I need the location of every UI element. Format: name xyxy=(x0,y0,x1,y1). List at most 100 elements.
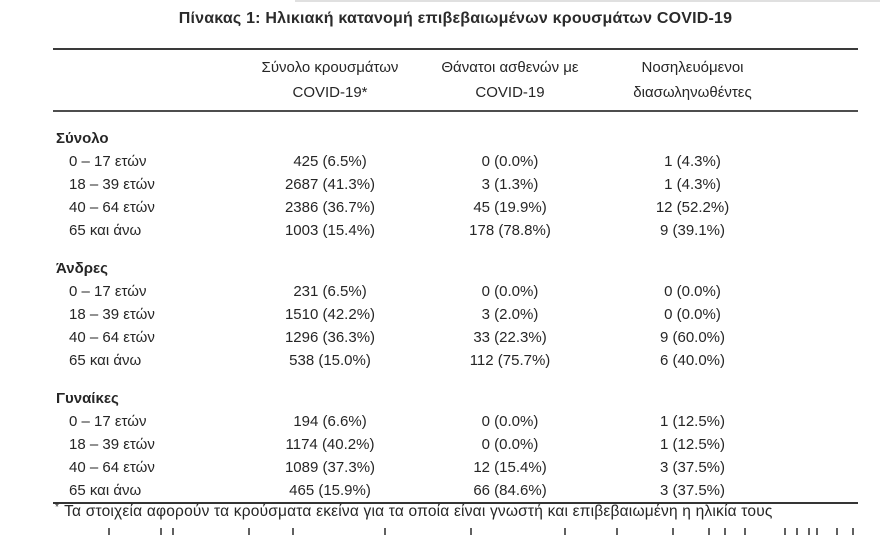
row-spacer xyxy=(790,280,858,303)
cell-total-cases: 2687 (41.3%) xyxy=(284,176,376,193)
cell-deaths: 0 (0.0%) xyxy=(481,436,539,453)
row-label: 65 και άνω xyxy=(69,352,142,369)
row-label: 40 – 64 ετών xyxy=(69,329,155,346)
cell-total-cases: 465 (15.9%) xyxy=(289,482,371,499)
page-title: Πίνακας 1: Ηλικιακή κατανομή επιβεβαιωμέ… xyxy=(178,10,733,27)
cell-deaths: 66 (84.6%) xyxy=(473,482,547,499)
cell-total-cases: 231 (6.5%) xyxy=(293,283,367,300)
cell-deaths: 0 (0.0%) xyxy=(481,283,539,300)
row-label: 0 – 17 ετών xyxy=(69,413,147,430)
cropped-text-tick xyxy=(672,528,674,535)
section-label: Άνδρες xyxy=(56,260,108,277)
table-row: 65 και άνω 465 (15.9%) 66 (84.6%) 3 (37.5%) xyxy=(53,479,858,503)
section-row: Σύνολο xyxy=(53,111,858,150)
row-label: 18 – 39 ετών xyxy=(69,176,155,193)
cell-deaths: 12 (15.4%) xyxy=(473,459,547,476)
col-header-total-cases: Σύνολο κρουσμάτων COVID-19* xyxy=(235,49,425,112)
age-distribution-table: Σύνολο κρουσμάτων COVID-19* Θάνατοι ασθε… xyxy=(53,48,858,504)
table-row: 40 – 64 ετών 2386 (36.7%) 45 (19.9%) 12 (52… xyxy=(53,196,858,219)
cell-intubated: 1 (4.3%) xyxy=(664,153,721,170)
table-header: Σύνολο κρουσμάτων COVID-19* Θάνατοι ασθε… xyxy=(53,49,858,112)
row-spacer xyxy=(790,456,858,479)
row-spacer xyxy=(790,173,858,196)
col-header-deaths: Θάνατοι ασθενών με COVID-19 xyxy=(425,49,595,112)
cell-total-cases: 1296 (36.3%) xyxy=(284,329,376,346)
cell-intubated: 1 (4.3%) xyxy=(664,176,721,193)
row-spacer xyxy=(790,303,858,326)
section-label: Σύνολο xyxy=(56,130,109,147)
cell-intubated: 0 (0.0%) xyxy=(664,306,721,323)
row-label: 40 – 64 ετών xyxy=(69,199,155,216)
row-spacer xyxy=(790,410,858,433)
cropped-text-tick xyxy=(160,528,162,535)
row-label: 65 και άνω xyxy=(69,482,142,499)
table-row: 18 – 39 ετών 2687 (41.3%) 3 (1.3%) 1 (4.3%) xyxy=(53,173,858,196)
cell-deaths: 3 (2.0%) xyxy=(481,306,539,323)
section-row: Γυναίκες xyxy=(53,372,858,410)
row-spacer xyxy=(790,219,858,242)
table-row: 65 και άνω 538 (15.0%) 112 (75.7%) 6 (40.0%… xyxy=(53,349,858,372)
footnote: * Τα στοιχεία αφορούν τα κρούσματα εκείνα… xyxy=(55,502,877,522)
row-label: 65 και άνω xyxy=(69,222,142,239)
table-row: 0 – 17 ετών 194 (6.6%) 0 (0.0%) 1 (12.5%) xyxy=(53,410,858,433)
cropped-text-tick xyxy=(724,528,726,535)
cell-intubated: 9 (39.1%) xyxy=(659,222,726,239)
section-label: Γυναίκες xyxy=(56,390,119,407)
cropped-text-tick xyxy=(616,528,618,535)
cell-total-cases: 2386 (36.7%) xyxy=(284,199,376,216)
cropped-text-tick xyxy=(744,528,746,535)
cell-total-cases: 1089 (37.3%) xyxy=(284,459,376,476)
row-label: 0 – 17 ετών xyxy=(69,283,147,300)
table-row: 0 – 17 ετών 425 (6.5%) 0 (0.0%) 1 (4.3%) xyxy=(53,150,858,173)
cell-intubated: 9 (60.0%) xyxy=(659,329,726,346)
cell-deaths: 112 (75.7%) xyxy=(469,352,551,369)
cell-total-cases: 194 (6.6%) xyxy=(293,413,367,430)
table-row: 65 και άνω 1003 (15.4%) 178 (78.8%) 9 (39.1… xyxy=(53,219,858,242)
cropped-text-tick xyxy=(384,528,386,535)
cell-deaths: 178 (78.8%) xyxy=(469,222,551,239)
table-row: 0 – 17 ετών 231 (6.5%) 0 (0.0%) 0 (0.0%) xyxy=(53,280,858,303)
cell-deaths: 3 (1.3%) xyxy=(481,176,539,193)
row-label: 18 – 39 ετών xyxy=(69,436,155,453)
table-row: 18 – 39 ετών 1510 (42.2%) 3 (2.0%) 0 (0.0%) xyxy=(53,303,858,326)
cropped-text-tick xyxy=(172,528,174,535)
cropped-prev-line-artifact xyxy=(295,0,880,2)
row-spacer xyxy=(790,349,858,372)
cropped-text-tick xyxy=(292,528,294,535)
cropped-text-tick xyxy=(808,528,810,535)
cell-intubated: 6 (40.0%) xyxy=(659,352,726,369)
row-label: 18 – 39 ετών xyxy=(69,306,155,323)
cell-intubated: 1 (12.5%) xyxy=(659,413,726,430)
table-row: 40 – 64 ετών 1296 (36.3%) 33 (22.3%) 9 (60.… xyxy=(53,326,858,349)
table-body: Σύνολο 0 – 17 ετών 425 (6.5%) 0 (0.0%) 1 (4.… xyxy=(53,111,858,503)
footnote-marker: * xyxy=(55,502,60,513)
cropped-text-tick xyxy=(784,528,786,535)
col-header-intubated: Νοσηλευόμενοι διασωληνωθέντες xyxy=(595,49,790,112)
cell-intubated: 0 (0.0%) xyxy=(664,283,721,300)
table-row: 18 – 39 ετών 1174 (40.2%) 0 (0.0%) 1 (12.5%… xyxy=(53,433,858,456)
row-spacer xyxy=(790,433,858,456)
col-header-empty xyxy=(53,49,235,112)
cell-deaths: 0 (0.0%) xyxy=(481,153,539,170)
table-row: 40 – 64 ετών 1089 (37.3%) 12 (15.4%) 3 (37.… xyxy=(53,456,858,479)
section-row: Άνδρες xyxy=(53,242,858,280)
cell-intubated: 1 (12.5%) xyxy=(659,436,726,453)
cell-intubated: 3 (37.5%) xyxy=(659,482,726,499)
col-header-spacer xyxy=(790,49,858,112)
cropped-text-tick xyxy=(708,528,710,535)
cropped-text-tick xyxy=(816,528,818,535)
row-spacer xyxy=(790,326,858,349)
cropped-text-tick xyxy=(248,528,250,535)
cell-total-cases: 1174 (40.2%) xyxy=(285,436,375,453)
cell-total-cases: 1003 (15.4%) xyxy=(284,222,376,239)
cell-intubated: 3 (37.5%) xyxy=(659,459,726,476)
cropped-next-line-artifact xyxy=(0,527,880,535)
cell-deaths: 45 (19.9%) xyxy=(473,199,547,216)
cell-total-cases: 1510 (42.2%) xyxy=(284,306,376,323)
cell-intubated: 12 (52.2%) xyxy=(655,199,730,216)
cell-total-cases: 425 (6.5%) xyxy=(293,153,367,170)
cell-deaths: 0 (0.0%) xyxy=(481,413,539,430)
cropped-text-tick xyxy=(108,528,110,535)
row-spacer xyxy=(790,196,858,219)
